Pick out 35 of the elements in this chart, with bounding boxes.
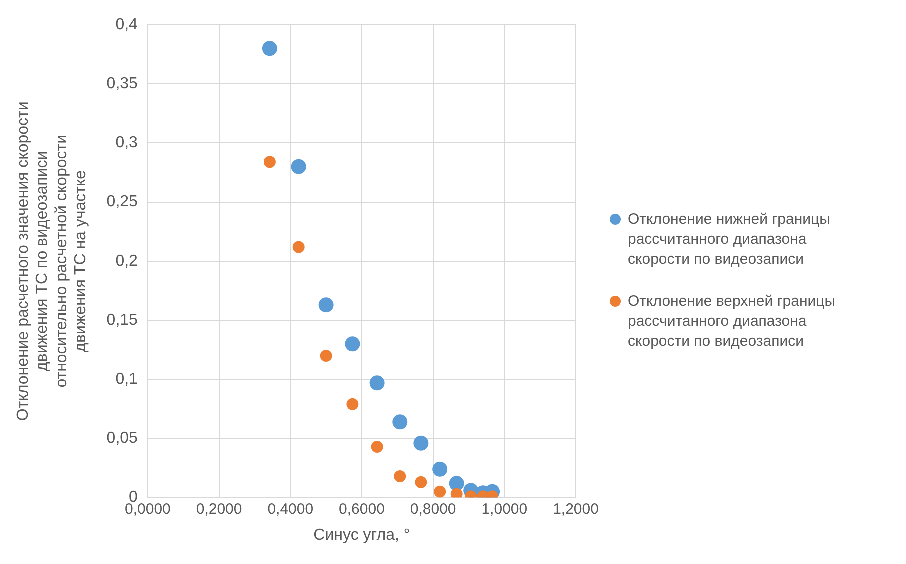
point xyxy=(415,476,428,488)
point xyxy=(449,476,464,492)
y-tick-label: 0,15 xyxy=(106,312,138,329)
y-tick-label: 0,3 xyxy=(116,134,138,152)
y-tick-label: 0,35 xyxy=(106,76,138,93)
point xyxy=(432,462,448,477)
point xyxy=(346,398,359,410)
x-tick-label: 1,0000 xyxy=(482,500,528,518)
y-tick-label: 0,05 xyxy=(106,430,138,448)
y-tick-label: 0,2 xyxy=(116,252,138,270)
point xyxy=(320,350,332,362)
point xyxy=(292,241,305,254)
legend-label: Отклонение верхней границы рассчитанного диапазона скорости по видеозаписи xyxy=(628,292,837,352)
point xyxy=(264,156,276,168)
point xyxy=(394,470,406,483)
point xyxy=(370,376,385,391)
point xyxy=(318,298,334,313)
x-axis-title: Синус угла, ° xyxy=(314,526,410,544)
point xyxy=(262,41,278,56)
point xyxy=(414,436,429,451)
x-tick-label: 1,2000 xyxy=(553,500,599,518)
y-tick-label: 0,1 xyxy=(116,371,138,388)
point xyxy=(392,414,408,430)
y-axis-title: Отклонение расчетного значения скорости движения ТС по видеозаписи относительно расчетной скорости движения ТС на участке xyxy=(15,102,90,422)
y-tick-label: 0,25 xyxy=(106,194,138,211)
x-tick-label: 0,6000 xyxy=(339,500,385,518)
point xyxy=(291,159,306,174)
point xyxy=(345,336,360,352)
x-tick-label: 0,4000 xyxy=(268,500,314,518)
x-tick-label: 0,2000 xyxy=(196,500,242,518)
x-tick-label: 0,8000 xyxy=(410,500,456,518)
y-tick-label: 0,4 xyxy=(116,16,138,34)
point xyxy=(434,486,446,498)
legend-label: Отклонение нижней границы рассчитанного диапазона скорости по видеозаписи xyxy=(628,210,832,270)
point xyxy=(371,440,384,453)
